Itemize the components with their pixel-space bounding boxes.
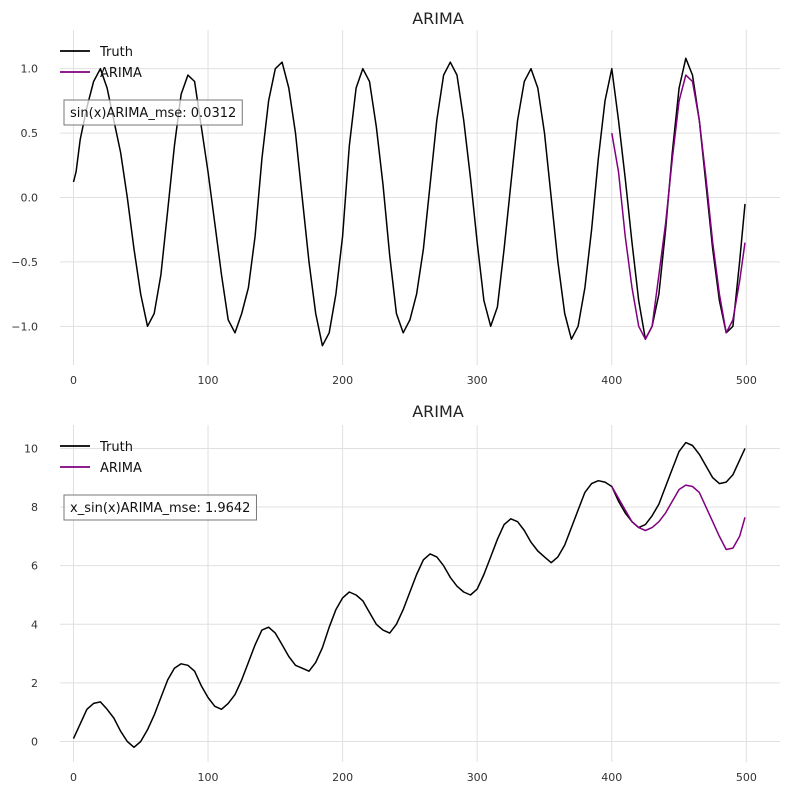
y-tick-label: −1.0 [11,320,38,333]
series-line-arima [611,484,746,551]
x-tick-label: 100 [198,771,219,784]
mse-annotation-text: sin(x)ARIMA_mse: 0.0312 [70,106,236,121]
x-tick-label: 300 [467,374,488,387]
y-tick-label: 0 [31,735,38,748]
series-line-truth [72,441,746,749]
mse-annotation-text: x_sin(x)ARIMA_mse: 1.9642 [70,501,250,516]
plot-top: ARIMA −1.0 −0.5 0.0 0.5 1.0 0 100 200 300 400 500 Tr… [11,9,780,387]
chart-title: ARIMA [412,9,464,28]
x-tick-label: 400 [601,771,622,784]
y-tick-label: 0.5 [21,127,39,140]
x-tick-label: 0 [70,374,77,387]
series-line-arima [611,74,746,340]
y-tick-label: 10 [24,442,38,455]
legend-label-truth: Truth [99,45,133,60]
y-tick-label: 0.0 [21,192,39,205]
legend-label-arima: ARIMA [100,461,142,476]
mse-annotation-box [63,494,257,521]
x-tick-label: 400 [601,374,622,387]
x-tick-label: 0 [70,771,77,784]
x-tick-label: 200 [332,771,353,784]
chart-title: ARIMA [412,402,464,421]
x-tick-label: 200 [332,374,353,387]
y-tick-label: −0.5 [11,256,38,269]
legend-label-truth: Truth [99,440,133,455]
x-tick-label: 100 [198,374,219,387]
y-tick-label: 2 [31,677,38,690]
y-tick-label: 4 [31,618,38,631]
y-tick-label: 6 [31,560,38,573]
y-tick-label: 8 [31,501,38,514]
mse-annotation-box [63,99,243,126]
x-tick-label: 500 [736,771,757,784]
legend-label-arima: ARIMA [100,66,142,81]
x-tick-label: 500 [736,374,757,387]
y-tick-label: 1.0 [21,63,39,76]
x-tick-label: 300 [467,771,488,784]
